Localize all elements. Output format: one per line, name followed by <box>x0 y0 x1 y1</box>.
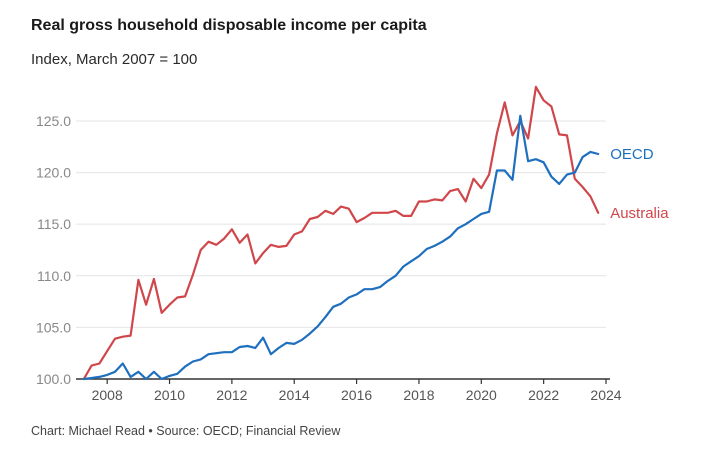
series-line-australia <box>82 85 600 381</box>
x-tick-label: 2012 <box>216 387 247 403</box>
x-tick-label: 2020 <box>466 387 497 403</box>
x-tick-label: 2016 <box>341 387 372 403</box>
x-tick-label: 2024 <box>590 387 621 403</box>
series-label-oecd: OECD <box>610 146 654 163</box>
x-tick-label: 2008 <box>92 387 123 403</box>
chart-title: Real gross household disposable income p… <box>31 17 427 34</box>
x-tick-label: 2018 <box>403 387 434 403</box>
chart-subtitle: Index, March 2007 = 100 <box>31 51 198 68</box>
y-tick-label: 125.0 <box>36 113 71 129</box>
x-tick-label: 2014 <box>279 387 310 403</box>
y-tick-label: 100.0 <box>36 371 71 387</box>
x-tick-label: 2010 <box>154 387 185 403</box>
series-label-australia: Australia <box>610 205 669 222</box>
y-tick-label: 110.0 <box>37 268 71 284</box>
x-tick-label: 2022 <box>528 387 559 403</box>
y-tick-label: 115.0 <box>37 216 71 232</box>
y-tick-label: 105.0 <box>36 319 71 335</box>
chart-footer: Chart: Michael Read • Source: OECD; Fina… <box>31 424 341 438</box>
series-line-oecd <box>82 114 600 381</box>
y-tick-label: 120.0 <box>36 165 71 181</box>
